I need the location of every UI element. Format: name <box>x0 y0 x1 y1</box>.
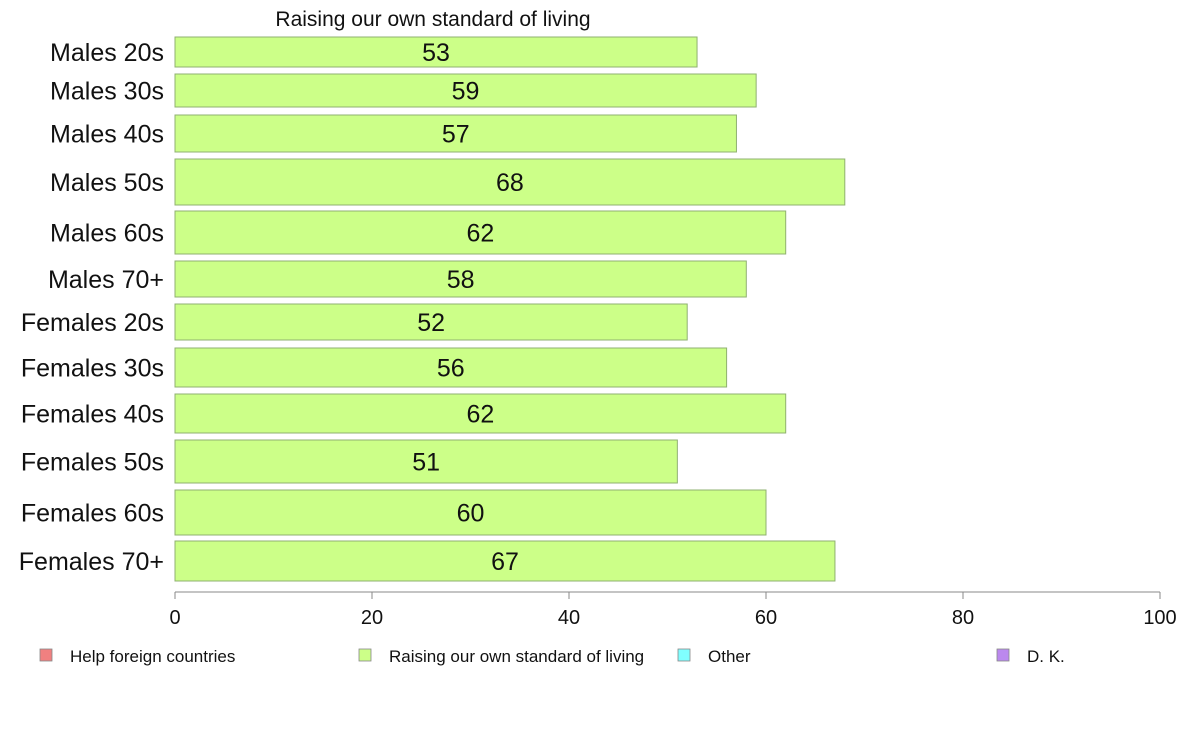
x-tick-label: 20 <box>361 607 383 629</box>
category-label: Females 70+ <box>19 548 164 576</box>
bar <box>174 73 757 108</box>
value-label: 53 <box>422 39 450 67</box>
category-label: Males 50s <box>50 169 164 197</box>
legend-swatch <box>677 648 691 662</box>
value-label: 58 <box>447 266 475 294</box>
bar <box>174 260 747 298</box>
category-label: Females 50s <box>21 449 164 477</box>
bar <box>174 540 836 582</box>
legend-label: Other <box>708 647 751 666</box>
legend-entry: D. K. <box>996 647 1065 666</box>
bar <box>174 114 737 153</box>
chart-title: Raising our own standard of living <box>275 8 590 31</box>
value-label: 68 <box>496 169 524 197</box>
legend-label: Help foreign countries <box>70 647 235 666</box>
category-label: Females 40s <box>21 401 164 429</box>
legend-label: D. K. <box>1027 647 1065 666</box>
category-label: Males 40s <box>50 121 164 149</box>
value-label: 57 <box>442 121 470 149</box>
bar <box>174 210 787 255</box>
legend-entry: Raising our own standard of living <box>358 647 644 666</box>
legend-entry: Other <box>677 647 751 666</box>
legend-label: Raising our own standard of living <box>389 647 644 666</box>
legend-swatch <box>39 648 53 662</box>
value-label: 62 <box>466 401 494 429</box>
category-label: Males 70+ <box>48 266 164 294</box>
bar <box>174 303 688 341</box>
x-tick-label: 60 <box>755 607 777 629</box>
x-tick-label: 40 <box>558 607 580 629</box>
bars-group <box>174 36 846 582</box>
category-label: Males 30s <box>50 78 164 106</box>
value-label: 56 <box>437 355 465 383</box>
legend-swatch <box>996 648 1010 662</box>
category-label: Females 30s <box>21 355 164 383</box>
value-label: 62 <box>466 220 494 248</box>
category-labels: Males 20s Males 30s Males 40s Males 50s Male… <box>19 39 164 576</box>
value-label: 52 <box>417 309 445 337</box>
category-label: Females 60s <box>21 500 164 528</box>
value-label: 59 <box>452 78 480 106</box>
bar <box>174 393 787 434</box>
x-axis: 0 20 40 60 80 100 <box>169 591 1177 629</box>
bar <box>174 489 767 536</box>
bar <box>174 347 728 388</box>
legend: Help foreign countries Raising our own st… <box>39 647 1065 666</box>
value-label: 51 <box>412 449 440 477</box>
value-label: 67 <box>491 548 519 576</box>
bar <box>174 36 698 68</box>
category-label: Females 20s <box>21 309 164 337</box>
bar <box>174 158 846 206</box>
x-tick-label: 0 <box>169 607 180 629</box>
legend-swatch <box>358 648 372 662</box>
category-label: Males 60s <box>50 220 164 248</box>
x-tick-label: 100 <box>1143 607 1176 629</box>
category-label: Males 20s <box>50 39 164 67</box>
bar <box>174 439 678 484</box>
value-label: 60 <box>457 500 485 528</box>
x-tick-label: 80 <box>952 607 974 629</box>
legend-entry: Help foreign countries <box>39 647 235 666</box>
